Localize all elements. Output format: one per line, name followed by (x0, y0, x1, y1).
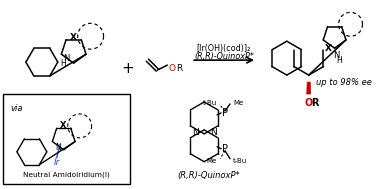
Text: N: N (55, 143, 60, 152)
Text: N: N (192, 128, 198, 137)
Text: R: R (311, 98, 318, 108)
Text: R: R (176, 64, 182, 73)
Text: Ir: Ir (54, 158, 60, 167)
Text: Neutral Amidoiridium(I): Neutral Amidoiridium(I) (23, 171, 110, 178)
Text: P: P (222, 108, 228, 118)
Text: up to 98% ee: up to 98% ee (316, 77, 372, 87)
Text: N: N (210, 128, 217, 137)
Text: H: H (337, 56, 342, 65)
Text: N: N (64, 54, 70, 63)
Text: via: via (10, 104, 22, 113)
Text: Me: Me (207, 158, 217, 164)
Text: H: H (60, 59, 66, 68)
Text: O: O (305, 98, 313, 108)
Text: X: X (70, 33, 77, 42)
Text: Me: Me (233, 100, 243, 106)
Text: X: X (325, 44, 332, 53)
Text: t-Bu: t-Bu (233, 158, 247, 164)
Text: (R,R)-QuinoxP*: (R,R)-QuinoxP* (178, 171, 240, 180)
Text: N: N (333, 51, 340, 60)
Text: (R,R)-QuinoxP*: (R,R)-QuinoxP* (194, 52, 254, 61)
Text: O: O (169, 64, 176, 73)
Text: [Ir(OH)(cod)]₂: [Ir(OH)(cod)]₂ (197, 44, 251, 53)
Text: +: + (121, 61, 134, 76)
Text: t-Bu: t-Bu (203, 100, 217, 106)
Text: X: X (59, 121, 66, 130)
FancyBboxPatch shape (3, 94, 130, 184)
Text: P: P (222, 144, 228, 154)
Polygon shape (307, 82, 311, 94)
